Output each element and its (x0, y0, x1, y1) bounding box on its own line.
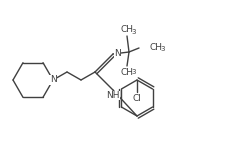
Text: N: N (114, 49, 121, 58)
Text: 3: 3 (132, 29, 136, 35)
Text: CH: CH (121, 68, 133, 77)
Text: CH: CH (121, 25, 133, 34)
Text: N: N (50, 75, 56, 85)
Text: CH: CH (149, 44, 162, 53)
Text: NH: NH (106, 91, 120, 100)
Text: 3: 3 (132, 69, 136, 75)
Text: 3: 3 (160, 46, 165, 52)
Text: Cl: Cl (133, 94, 141, 103)
